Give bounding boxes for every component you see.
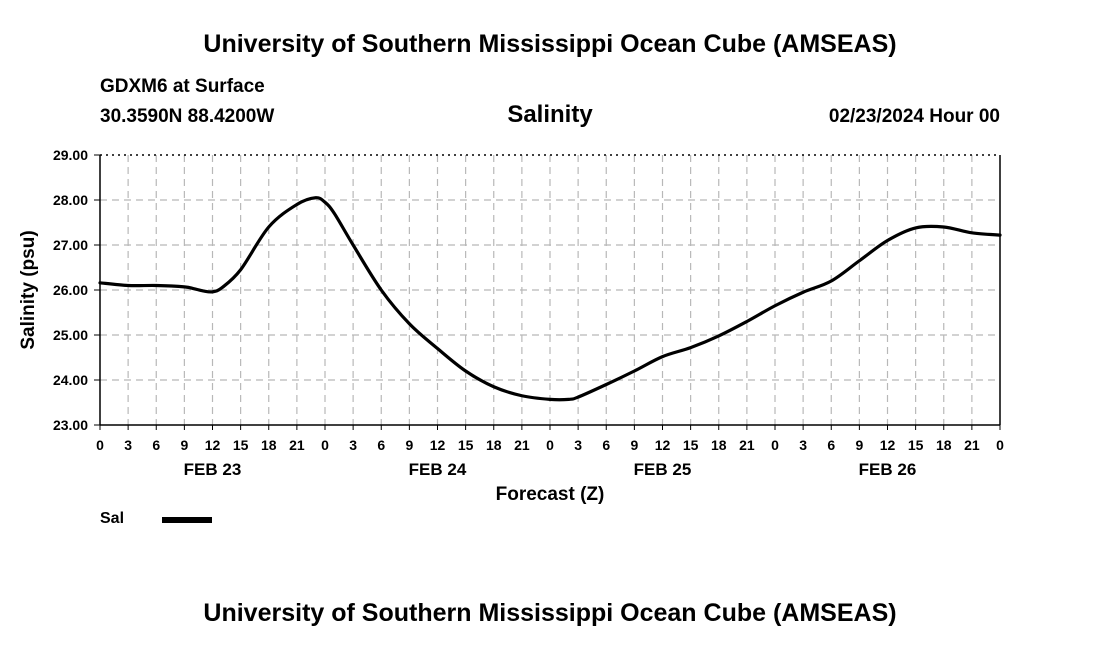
x-tick-label: 9 [630,437,638,453]
x-tick-label: 0 [771,437,779,453]
x-tick-label: 18 [711,437,727,453]
x-tick-label: 21 [964,437,980,453]
axes: 0 3 6 9 12 15 18 21 0 3 6 9 12 15 18 21 0 3 6 9 12 15 18 21 0 3 6 9… [18,147,1004,505]
y-tick-label: 28.00 [53,192,88,208]
x-tick-label: 21 [739,437,755,453]
legend-swatch [162,517,212,523]
day-label: FEB 24 [409,460,467,479]
x-tick-label: 3 [574,437,582,453]
y-tick-label: 27.00 [53,237,88,253]
x-tick-label: 6 [827,437,835,453]
x-tick-label: 6 [152,437,160,453]
legend-label: Sal [100,510,125,527]
x-tick-label: 9 [855,437,863,453]
x-axis-label: Forecast (Z) [496,484,605,505]
series [98,196,1002,402]
station-coordinates: 30.3590N 88.4200W [100,106,275,127]
x-tick-label: 6 [602,437,610,453]
x-tick-label: 18 [936,437,952,453]
x-tick-label: 3 [799,437,807,453]
top-title: University of Southern Mississippi Ocean… [203,30,897,58]
x-tick-label: 15 [908,437,924,453]
x-tick-label: 9 [405,437,413,453]
x-tick-label: 21 [289,437,305,453]
x-tick-label: 12 [430,437,446,453]
x-tick-label: 15 [233,437,249,453]
x-tick-label: 12 [655,437,671,453]
x-tick-label: 9 [180,437,188,453]
y-tick-label: 26.00 [53,282,88,298]
x-tick-label: 6 [377,437,385,453]
x-tick-label: 3 [349,437,357,453]
x-tick-label: 21 [514,437,530,453]
x-tick-label: 15 [458,437,474,453]
x-tick-label: 12 [205,437,221,453]
day-label: FEB 25 [634,460,692,479]
x-tick-label: 18 [486,437,502,453]
y-tick-label: 25.00 [53,327,88,343]
y-tick-label: 23.00 [53,417,88,433]
x-tick-label: 18 [261,437,277,453]
variable-title: Salinity [507,101,593,128]
series-line-sal [98,196,1002,402]
x-tick-label: 0 [996,437,1004,453]
y-axis-label: Salinity (psu) [18,230,39,349]
x-tick-label: 3 [124,437,132,453]
forecast-datetime: 02/23/2024 Hour 00 [828,106,1000,127]
day-label: FEB 23 [184,460,242,479]
y-tick-label: 24.00 [53,372,88,388]
x-tick-label: 0 [96,437,104,453]
grid [100,155,1000,425]
x-tick-label: 0 [546,437,554,453]
x-tick-label: 15 [683,437,699,453]
y-tick-label: 29.00 [53,147,88,163]
x-tick-label: 12 [880,437,896,453]
day-label: FEB 26 [859,460,917,479]
bottom-title: University of Southern Mississippi Ocean… [203,599,897,627]
x-tick-label: 0 [321,437,329,453]
station-name: GDXM6 at Surface [100,76,265,97]
